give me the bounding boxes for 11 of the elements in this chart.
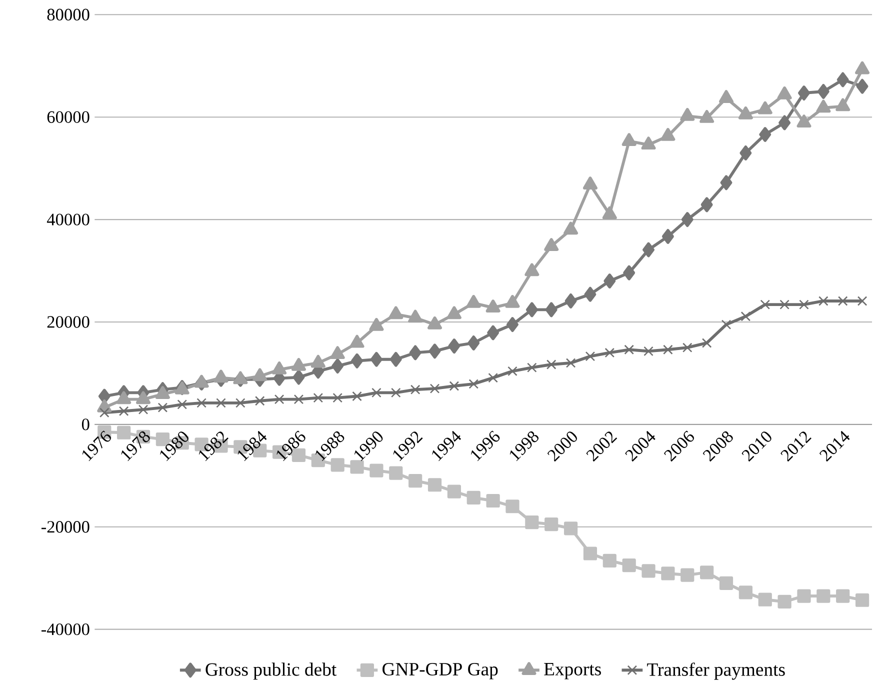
legend-label: GNP-GDP Gap bbox=[382, 662, 498, 680]
y-tick-label: 80000 bbox=[47, 8, 90, 20]
legend-label: Transfer payments bbox=[647, 662, 785, 680]
legend-label: Exports bbox=[544, 663, 601, 680]
y-tick-label: 40000 bbox=[46, 214, 90, 226]
y-tick-label: 60000 bbox=[47, 111, 90, 123]
y-tick-label: -20000 bbox=[42, 521, 90, 533]
y-tick-label: 0 bbox=[82, 418, 90, 430]
y-tick-label: -40000 bbox=[42, 623, 90, 636]
y-tick-label: 20000 bbox=[47, 316, 90, 328]
legend-label: Gross public debt bbox=[206, 662, 337, 680]
